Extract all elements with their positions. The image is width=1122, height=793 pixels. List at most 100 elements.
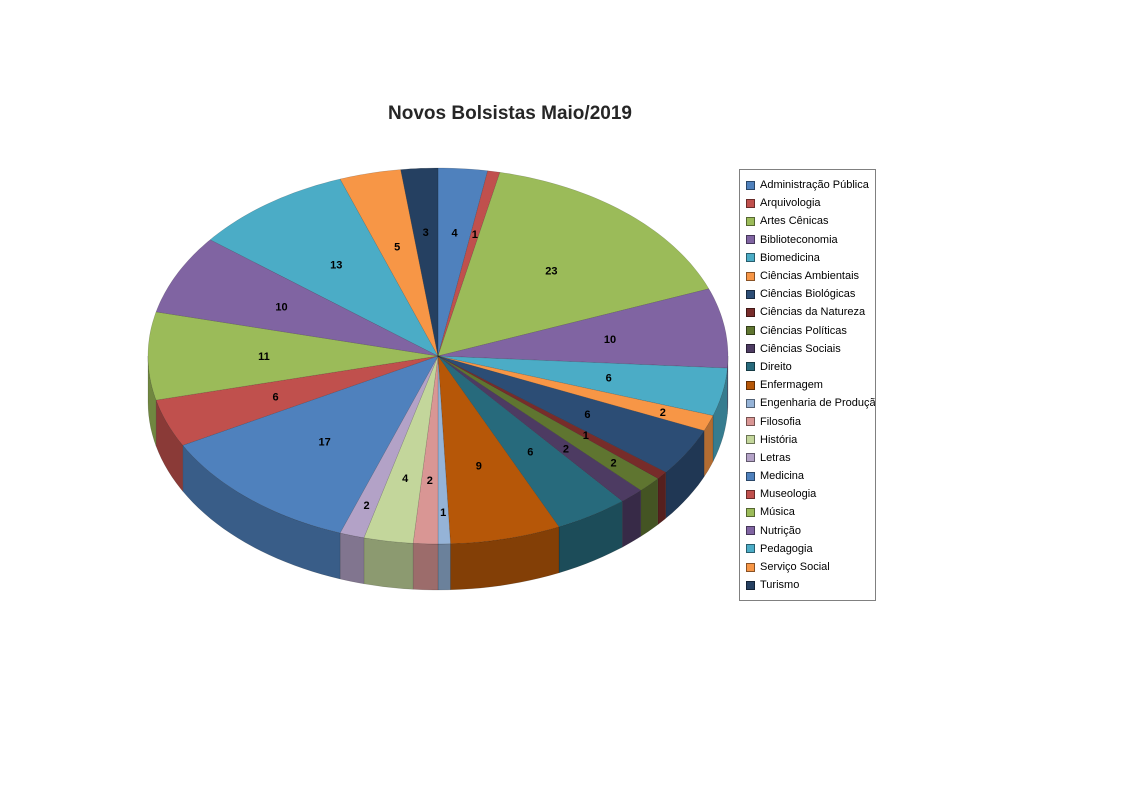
pie-slice-wall (657, 471, 667, 526)
pie-slice-wall (437, 543, 451, 591)
pie-slice (412, 355, 439, 545)
pie-slice (339, 355, 439, 539)
legend-marker-icon (746, 507, 755, 517)
pie-slice (437, 355, 705, 473)
legend-item: Administração Pública (746, 176, 875, 194)
pie-slice (155, 355, 439, 446)
legend-label: Biblioteconomia (760, 233, 838, 246)
legend-item: Enfermagem (746, 376, 875, 394)
legend-item: História (746, 431, 875, 449)
legend-label: Arquivologia (760, 197, 821, 210)
legend-marker-icon (746, 362, 755, 372)
legend-label: Música (760, 506, 795, 519)
legend-marker-icon (746, 198, 755, 208)
slice-value-label: 6 (606, 373, 612, 385)
pie-slice (437, 355, 623, 528)
slice-value-label: 9 (476, 461, 482, 473)
pie-slice-wall (363, 537, 414, 590)
pie-slice (437, 172, 710, 357)
legend-label: Biomedicina (760, 251, 820, 264)
legend-marker-icon (746, 307, 755, 317)
slice-value-label: 5 (394, 241, 400, 253)
legend-item: Direito (746, 358, 875, 376)
slice-value-label: 4 (402, 473, 409, 485)
legend-label: Ciências Ambientais (760, 270, 860, 283)
slice-value-label: 4 (451, 227, 458, 239)
legend-item: Arquivologia (746, 194, 875, 212)
legend-item: Museologia (746, 485, 875, 503)
slice-value-label: 13 (330, 260, 342, 272)
legend-marker-icon (746, 253, 755, 263)
pie-slice (437, 355, 642, 502)
legend-label: Turismo (760, 579, 800, 592)
slice-value-label: 23 (545, 266, 557, 278)
legend-marker-icon (746, 453, 755, 463)
legend-label: Letras (760, 451, 791, 464)
slice-value-label: 2 (364, 500, 370, 512)
pie-slice-wall (412, 543, 439, 591)
slice-value-label: 2 (611, 458, 617, 470)
slice-value-label: 11 (258, 351, 270, 363)
slice-value-label: 1 (583, 430, 589, 442)
slice-value-label: 2 (660, 407, 666, 419)
legend-marker-icon (746, 326, 755, 336)
legend-label: Medicina (760, 470, 805, 483)
slice-value-label: 6 (527, 447, 533, 459)
legend-item: Medicina (746, 467, 875, 485)
legend-marker-icon (746, 417, 755, 427)
pie-slice-wall (339, 532, 365, 585)
legend-marker-icon (746, 216, 755, 226)
pie-slice (437, 167, 489, 357)
legend-label: Filosofia (760, 415, 801, 428)
legend-item: Engenharia de Produção (746, 394, 875, 412)
legend-marker-icon (746, 344, 755, 354)
legend-item: Biomedicina (746, 249, 875, 267)
legend-item: Música (746, 503, 875, 521)
legend-item: Serviço Social (746, 558, 875, 576)
slice-value-label: 2 (563, 443, 569, 455)
legend-item: Biblioteconomia (746, 231, 875, 249)
legend-marker-icon (746, 471, 755, 481)
legend-label: Ciências Políticas (760, 324, 847, 337)
pie-slice (147, 311, 439, 401)
legend-item: Ciências Biológicas (746, 285, 875, 303)
legend-label: Nutrição (760, 524, 801, 537)
legend: Administração Pública Arquivologia Artes C… (739, 169, 876, 602)
legend-label: Enfermagem (760, 379, 823, 392)
legend-label: Direito (760, 360, 792, 373)
legend-label: Ciências Sociais (760, 342, 841, 355)
pie-slice (339, 169, 439, 357)
pie-slice (437, 355, 659, 491)
legend-item: Ciências Sociais (746, 340, 875, 358)
slice-value-label: 6 (584, 409, 590, 421)
pie-slice (437, 355, 560, 545)
legend-marker-icon (746, 544, 755, 554)
slice-value-label: 1 (472, 229, 478, 241)
pie-slice (155, 239, 439, 357)
pie-slice (437, 355, 714, 431)
legend-marker-icon (746, 235, 755, 245)
pie-slice (400, 167, 439, 357)
pie-slice (437, 288, 729, 369)
legend-marker-icon (746, 526, 755, 536)
legend-marker-icon (746, 489, 755, 499)
legend-item: Ciências Políticas (746, 322, 875, 340)
legend-label: Artes Cênicas (760, 215, 829, 228)
slice-value-label: 1 (440, 507, 446, 519)
legend-item: Filosofia (746, 412, 875, 430)
slice-value-label: 3 (423, 227, 429, 239)
legend-label: História (760, 433, 798, 446)
legend-marker-icon (746, 562, 755, 572)
slice-value-label: 2 (427, 475, 433, 487)
legend-item: Ciências da Natureza (746, 303, 875, 321)
legend-label: Museologia (760, 488, 817, 501)
legend-item: Artes Cênicas (746, 212, 875, 230)
legend-label: Serviço Social (760, 561, 830, 574)
legend-marker-icon (746, 398, 755, 408)
slice-value-label: 10 (604, 334, 616, 346)
slice-value-label: 17 (318, 437, 330, 449)
legend-item: Pedagogia (746, 540, 875, 558)
legend-marker-icon (746, 580, 755, 590)
